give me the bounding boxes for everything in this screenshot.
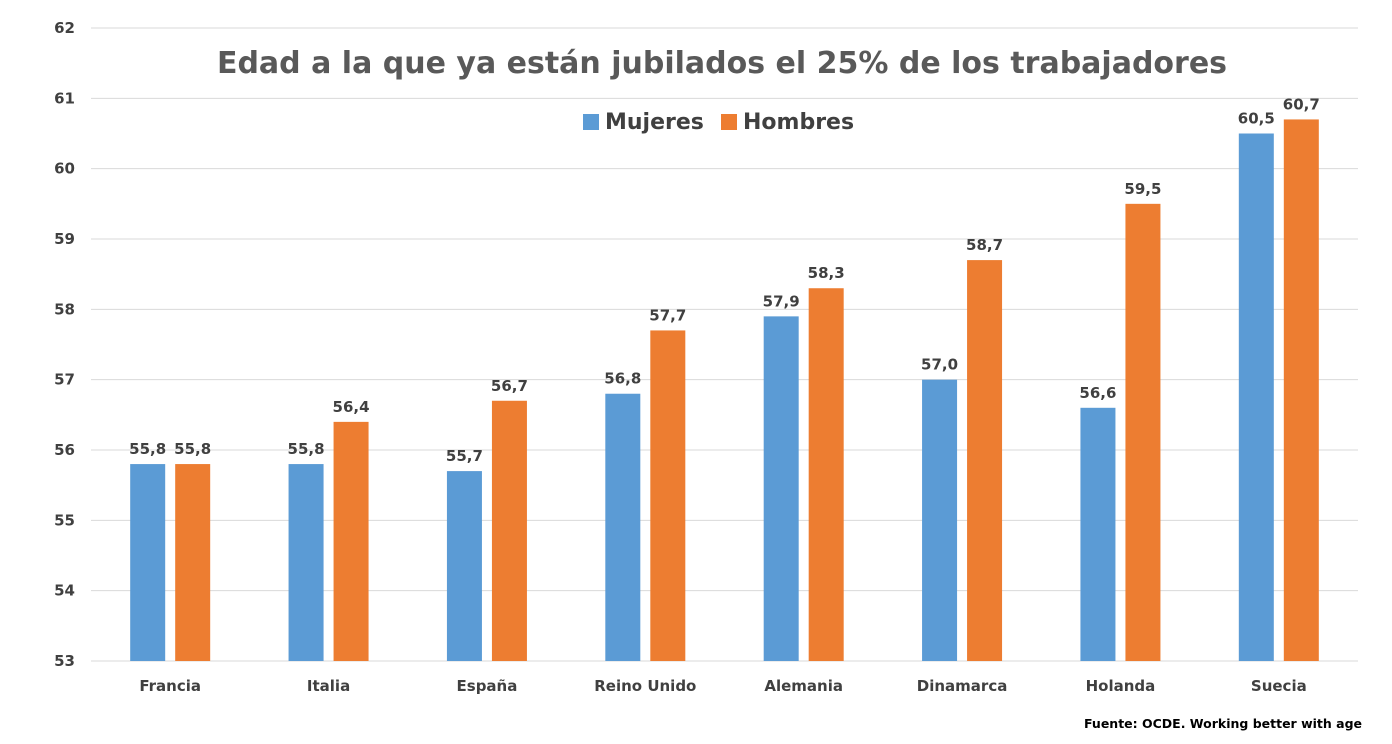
y-tick-label: 55 bbox=[54, 511, 75, 529]
x-tick-label: España bbox=[457, 677, 518, 695]
bar-mujeres-7 bbox=[1238, 133, 1274, 661]
x-tick-label: Suecia bbox=[1251, 677, 1307, 695]
bar-mujeres-0 bbox=[130, 464, 166, 661]
data-label-mujeres-3: 56,8 bbox=[604, 370, 641, 388]
data-label-mujeres-0: 55,8 bbox=[129, 440, 166, 458]
bar-mujeres-6 bbox=[1080, 407, 1116, 661]
legend-label-mujeres: Mujeres bbox=[605, 110, 704, 135]
data-label-hombres-2: 56,7 bbox=[491, 377, 528, 395]
y-axis-ticks: 53 54 55 56 57 58 59 60 61 62 bbox=[54, 19, 75, 670]
bar-mujeres-2 bbox=[446, 471, 482, 661]
legend-swatch-hombres bbox=[721, 114, 737, 130]
y-tick-label: 62 bbox=[54, 19, 75, 37]
bar-hombres-1 bbox=[333, 421, 369, 661]
bar-hombres-2 bbox=[491, 400, 527, 661]
data-label-mujeres-5: 57,0 bbox=[921, 356, 958, 374]
y-tick-label: 54 bbox=[54, 582, 75, 600]
x-tick-label: Reino Unido bbox=[594, 677, 696, 695]
data-label-hombres-4: 58,3 bbox=[808, 264, 845, 282]
bar-mujeres-3 bbox=[605, 393, 641, 661]
y-tick-label: 53 bbox=[54, 652, 75, 670]
data-label-hombres-7: 60,7 bbox=[1283, 95, 1320, 113]
y-tick-label: 56 bbox=[54, 441, 75, 459]
data-label-hombres-6: 59,5 bbox=[1124, 180, 1161, 198]
legend-label-hombres: Hombres bbox=[743, 110, 854, 135]
y-tick-label: 57 bbox=[54, 371, 75, 389]
x-tick-label: Holanda bbox=[1086, 677, 1156, 695]
y-tick-label: 61 bbox=[54, 89, 75, 107]
legend: Mujeres Hombres bbox=[583, 110, 854, 135]
data-label-mujeres-6: 56,6 bbox=[1079, 384, 1116, 402]
y-tick-label: 58 bbox=[54, 300, 75, 318]
bar-hombres-5 bbox=[967, 260, 1003, 661]
bar-hombres-6 bbox=[1125, 203, 1161, 662]
data-label-hombres-3: 57,7 bbox=[649, 306, 686, 324]
y-tick-label: 59 bbox=[54, 230, 75, 248]
bar-hombres-3 bbox=[650, 330, 686, 661]
x-axis-ticks: Francia Italia España Reino Unido Alemania Di… bbox=[139, 677, 1306, 695]
bar-hombres-7 bbox=[1283, 119, 1319, 661]
bar-hombres-4 bbox=[808, 288, 844, 661]
legend-swatch-mujeres bbox=[583, 114, 599, 130]
data-label-hombres-5: 58,7 bbox=[966, 236, 1003, 254]
x-tick-label: Dinamarca bbox=[917, 677, 1008, 695]
source-note: Fuente: OCDE. Working better with age bbox=[1084, 716, 1362, 731]
bar-mujeres-5 bbox=[922, 379, 958, 661]
data-label-hombres-1: 56,4 bbox=[333, 398, 370, 416]
x-tick-label: Alemania bbox=[764, 677, 843, 695]
data-labels: 55,8 55,8 55,8 56,4 55,7 56,7 56,8 57,7 57,9 58,3… bbox=[129, 95, 1320, 465]
chart-title: Edad a la que ya están jubilados el 25% … bbox=[217, 46, 1227, 81]
bars bbox=[130, 119, 1319, 662]
x-tick-label: Francia bbox=[139, 677, 201, 695]
bar-hombres-0 bbox=[175, 464, 211, 661]
data-label-mujeres-4: 57,9 bbox=[763, 292, 800, 310]
data-label-mujeres-2: 55,7 bbox=[446, 447, 483, 465]
x-tick-label: Italia bbox=[307, 677, 350, 695]
data-label-mujeres-7: 60,5 bbox=[1238, 110, 1275, 128]
bar-mujeres-4 bbox=[763, 316, 799, 661]
data-label-hombres-0: 55,8 bbox=[174, 440, 211, 458]
bar-mujeres-1 bbox=[288, 464, 324, 661]
y-tick-label: 60 bbox=[54, 160, 75, 178]
data-label-mujeres-1: 55,8 bbox=[288, 440, 325, 458]
